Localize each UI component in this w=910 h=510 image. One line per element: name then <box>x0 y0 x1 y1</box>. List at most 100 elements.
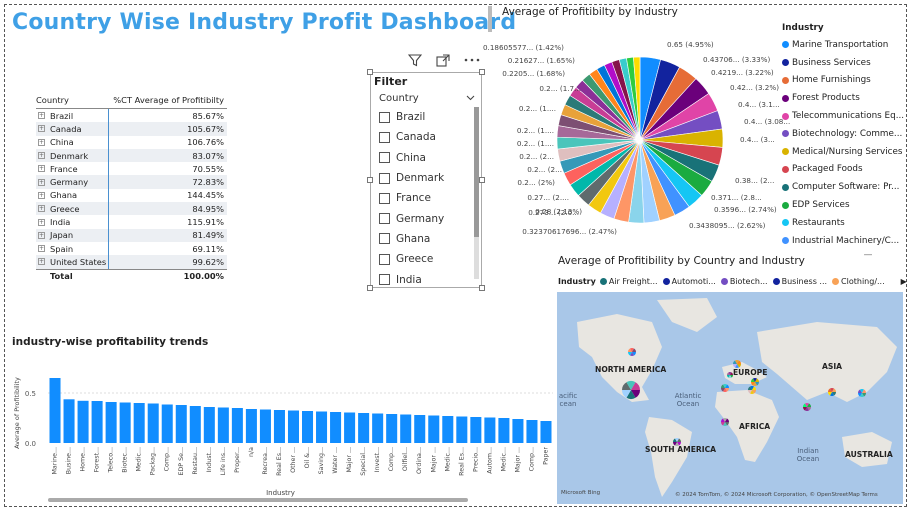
map-pie-slice[interactable] <box>828 388 832 392</box>
bar[interactable] <box>498 418 510 443</box>
map-pie-slice[interactable] <box>803 407 807 411</box>
bar[interactable] <box>302 411 314 443</box>
map-pie-slice[interactable] <box>807 407 811 411</box>
bar[interactable] <box>231 408 243 443</box>
map-pie-slice[interactable] <box>725 422 729 426</box>
focus-mode-icon[interactable] <box>436 54 450 71</box>
map-pie-slice[interactable] <box>723 422 727 426</box>
map-legend-item[interactable]: Air Freight... <box>599 277 658 286</box>
map-pie-slice[interactable] <box>748 386 752 390</box>
map-pie-slice[interactable] <box>737 360 741 364</box>
world-map[interactable]: NORTH AMERICA EUROPE ASIA AFRICA SOUTH A… <box>557 292 903 504</box>
bar[interactable] <box>119 402 131 444</box>
map-pie-slice[interactable] <box>721 384 725 388</box>
bar[interactable] <box>287 410 299 444</box>
expand-icon[interactable]: + <box>38 138 45 146</box>
bar[interactable] <box>400 414 412 444</box>
map-pie-slice[interactable] <box>752 386 756 390</box>
checkbox[interactable] <box>379 253 390 265</box>
map-pie-slice[interactable] <box>632 348 636 352</box>
legend-item[interactable]: Packaged Foods <box>782 161 904 179</box>
map-pie-slice[interactable] <box>723 418 727 422</box>
map-pie-slice[interactable] <box>750 386 754 390</box>
legend-scroll-icon[interactable]: — <box>863 249 873 260</box>
expand-icon[interactable]: + <box>38 205 45 213</box>
map-legend-item[interactable]: Business ... <box>772 277 827 286</box>
expand-icon[interactable]: + <box>38 165 45 173</box>
bar[interactable] <box>133 403 145 443</box>
map-pie-slice[interactable] <box>723 384 727 388</box>
map-pie-slice[interactable] <box>733 360 737 364</box>
map-pie-slice[interactable] <box>752 390 756 394</box>
table-row[interactable]: + India 115.91% <box>36 215 227 229</box>
map-pie-slice[interactable] <box>626 381 636 390</box>
resize-handle[interactable] <box>367 177 373 183</box>
map-pie-slice[interactable] <box>630 348 634 352</box>
bar[interactable] <box>245 409 257 443</box>
map-pie-slice[interactable] <box>626 390 636 399</box>
table-row[interactable]: + China 106.76% <box>36 135 227 149</box>
bar[interactable] <box>189 406 201 443</box>
map-pie-slice[interactable] <box>673 442 677 446</box>
bar[interactable] <box>63 399 75 443</box>
map-pie-slice[interactable] <box>728 375 732 378</box>
map-pie-slice[interactable] <box>632 352 636 356</box>
resize-handle[interactable] <box>367 285 373 291</box>
bar[interactable] <box>344 412 356 444</box>
map-legend-item[interactable]: Biotech... <box>720 277 768 286</box>
map-pie-slice[interactable] <box>677 438 681 442</box>
legend-item[interactable]: Forest Products <box>782 89 904 107</box>
filter-icon[interactable] <box>407 54 423 71</box>
pie-slice[interactable] <box>633 56 641 141</box>
legend-item[interactable]: Biotechnology: Comme... <box>782 125 904 143</box>
table-row[interactable]: + Germany 72.83% <box>36 175 227 189</box>
legend-item[interactable]: Industrial Machinery/C... <box>782 232 904 250</box>
table-row[interactable]: + Canada 105.67% <box>36 122 227 136</box>
legend-item[interactable]: EDP Services <box>782 196 904 214</box>
map-pie-slice[interactable] <box>858 389 862 393</box>
map-pie-slice[interactable] <box>862 393 866 397</box>
checkbox[interactable] <box>379 233 390 245</box>
expand-icon[interactable]: + <box>38 218 45 226</box>
map-pie-slice[interactable] <box>753 378 757 382</box>
checkbox[interactable] <box>379 131 390 143</box>
map-pie-slice[interactable] <box>630 352 634 356</box>
map-pie-slice[interactable] <box>730 372 733 375</box>
checkbox[interactable] <box>379 274 390 286</box>
expand-icon[interactable]: + <box>38 125 45 133</box>
legend-item[interactable]: Computer Software: Pr... <box>782 178 904 196</box>
bar[interactable] <box>526 420 538 443</box>
map-pie-slice[interactable] <box>803 403 807 407</box>
table-row[interactable]: + Spain 69.11% <box>36 241 227 256</box>
industry-pie-chart[interactable] <box>555 55 725 225</box>
bar[interactable] <box>456 416 468 444</box>
legend-item[interactable]: Telecommunications Eq... <box>782 107 904 125</box>
map-pie-slice[interactable] <box>675 438 679 442</box>
checkbox[interactable] <box>379 192 390 204</box>
map-pie-slice[interactable] <box>730 375 733 378</box>
map-pie-slice[interactable] <box>727 375 730 378</box>
map-pie-slice[interactable] <box>725 418 729 422</box>
expand-icon[interactable]: + <box>38 231 45 239</box>
more-options-icon[interactable] <box>464 54 480 71</box>
map-pie-slice[interactable] <box>723 388 727 392</box>
bar-scrollbar[interactable] <box>48 498 468 502</box>
checkbox[interactable] <box>379 172 390 184</box>
map-pie-slice[interactable] <box>733 364 737 368</box>
map-pie-slice[interactable] <box>737 364 741 368</box>
bar[interactable] <box>330 412 342 443</box>
table-row[interactable]: + France 70.55% <box>36 162 227 176</box>
legend-item[interactable]: Home Furnishings <box>782 72 904 90</box>
table-header-profit[interactable]: %CT Average of Profitibilty <box>113 94 224 105</box>
bar[interactable] <box>91 401 103 443</box>
map-pie-slice[interactable] <box>721 422 725 426</box>
map-pie-slice[interactable] <box>673 438 677 442</box>
legend-item[interactable]: Medical/Nursing Services <box>782 143 904 161</box>
bar[interactable] <box>512 419 524 443</box>
map-pie-slice[interactable] <box>748 390 752 394</box>
table-row[interactable]: + Greece 84.95% <box>36 202 227 216</box>
table-row[interactable]: + Ghana 144.45% <box>36 188 227 203</box>
map-pie-slice[interactable] <box>751 382 755 386</box>
bar[interactable] <box>175 405 187 443</box>
filter-item[interactable]: Canada <box>371 127 481 147</box>
